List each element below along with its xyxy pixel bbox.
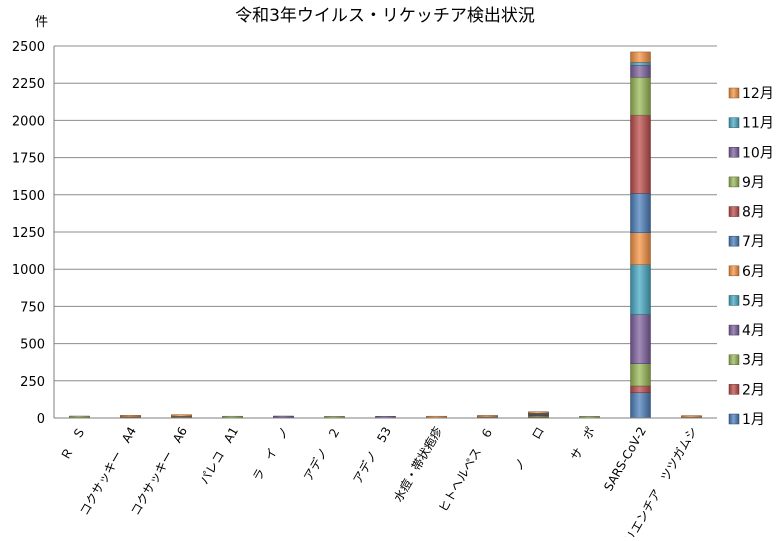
gridlines <box>54 45 717 419</box>
legend-item: 2月 <box>728 382 765 398</box>
legend-item: 1月 <box>728 412 765 428</box>
y-tick-label: 1500 <box>12 189 45 204</box>
legend-swatch <box>728 235 740 247</box>
y-tick-label: 500 <box>20 338 45 353</box>
legend-item: 7月 <box>728 234 765 250</box>
legend-label: 4月 <box>742 323 765 339</box>
y-axis-ticks: 0 250 500 750 1000 1250 1500 1750 2000 2250 2500 <box>12 40 45 427</box>
x-tick-label: Ｒ Ｓ <box>58 425 88 463</box>
axes <box>53 46 717 419</box>
y-tick-label: 1750 <box>12 152 45 167</box>
legend-label: 5月 <box>742 293 765 309</box>
bar-stack <box>528 411 549 419</box>
legend-item: 8月 <box>728 205 765 221</box>
legend-item: 11月 <box>728 116 774 132</box>
bar-segment <box>120 415 141 418</box>
y-tick-label: 1000 <box>12 263 45 278</box>
bar-segment <box>528 411 549 414</box>
legend-label: 6月 <box>742 264 765 280</box>
legend-label: 8月 <box>742 205 765 221</box>
bar-segment <box>630 385 651 393</box>
x-tick-label: アデノ 53 <box>349 424 394 486</box>
legend-swatch <box>728 384 740 395</box>
legend-label: 3月 <box>742 353 765 369</box>
y-tick-label: 2000 <box>12 114 45 129</box>
bar-stack <box>120 415 141 419</box>
legend-item: 6月 <box>728 264 765 280</box>
bar-segment <box>630 62 651 66</box>
legend-swatch <box>728 176 740 188</box>
bar-segment <box>273 415 294 418</box>
chart-title: 令和3年ウイルス・リケッチア検出状況 <box>235 6 535 26</box>
y-tick-label: 750 <box>20 300 45 315</box>
bar-segment <box>69 415 90 418</box>
legend-swatch <box>728 413 740 425</box>
legend-label: 7月 <box>742 234 765 250</box>
bar-stack <box>171 414 192 419</box>
legend-swatch <box>728 324 740 336</box>
bars <box>69 51 702 419</box>
legend-swatch <box>728 354 740 365</box>
bar-stack <box>477 415 498 419</box>
legend-item: 4月 <box>728 323 765 339</box>
legend: 12月 11月 10月 9月 8月 7月 6月 5月 4月 3月 2月 1月 <box>728 86 774 428</box>
legend-swatch <box>728 206 740 217</box>
x-tick-label: コクサッキー A4 <box>77 425 139 518</box>
legend-label: 1月 <box>742 412 765 428</box>
bar-segment <box>171 414 192 417</box>
legend-swatch <box>728 87 740 99</box>
legend-swatch <box>728 265 740 277</box>
legend-item: 12月 <box>728 86 774 102</box>
x-tick-label: パレコ A1 <box>197 425 241 487</box>
bar-segment <box>630 232 651 265</box>
bar-segment <box>630 76 651 116</box>
x-tick-label: ノ ロ <box>511 425 547 474</box>
x-tick-label: アデノ ２ <box>300 424 343 483</box>
bar-segment <box>222 415 243 418</box>
y-axis-unit-label: 件 <box>35 15 48 30</box>
bar-segment <box>477 415 498 418</box>
x-tick-label: ヒトヘルペス ６ <box>436 425 496 515</box>
bar-segment <box>630 392 651 419</box>
y-tick-label: 2250 <box>12 77 45 92</box>
bar-segment <box>630 114 651 194</box>
bar-segment <box>630 314 651 364</box>
x-tick-label: ラ イ ノ <box>250 425 292 484</box>
legend-label: 2月 <box>742 382 765 398</box>
bar-segment <box>630 264 651 315</box>
legend-label: 11月 <box>742 116 774 132</box>
legend-swatch <box>728 117 740 128</box>
legend-item: 10月 <box>728 145 774 161</box>
legend-item: 3月 <box>728 353 765 369</box>
x-tick-label: SARS-CoV-2 <box>601 425 649 494</box>
y-tick-label: 2500 <box>12 40 45 55</box>
legend-swatch <box>728 295 740 306</box>
bar-stack <box>630 51 651 419</box>
bar-segment <box>630 193 651 233</box>
legend-label: 10月 <box>742 145 774 161</box>
x-tick-label: コクサッキー A6 <box>128 425 190 518</box>
bar-segment <box>630 65 651 78</box>
legend-item: 9月 <box>728 175 765 191</box>
y-tick-label: 0 <box>37 412 45 427</box>
x-tick-label: 水痘・帯状疱疹 <box>390 424 445 504</box>
y-tick-label: 250 <box>20 375 45 390</box>
legend-swatch <box>728 147 740 158</box>
legend-label: 12月 <box>742 86 774 102</box>
x-axis-ticks: Ｒ Ｓコクサッキー A4コクサッキー A6 パレコ A1 ラ イ ノアデノ ２ アデノ… <box>58 424 700 541</box>
bar-segment <box>681 415 702 418</box>
legend-label: 9月 <box>742 175 765 191</box>
legend-item: 5月 <box>728 293 765 309</box>
bar-segment <box>426 415 447 418</box>
y-tick-label: 1250 <box>12 226 45 241</box>
x-tick-label: サ ポ <box>568 425 598 463</box>
bar-segment <box>630 363 651 387</box>
bar-segment <box>630 51 651 63</box>
